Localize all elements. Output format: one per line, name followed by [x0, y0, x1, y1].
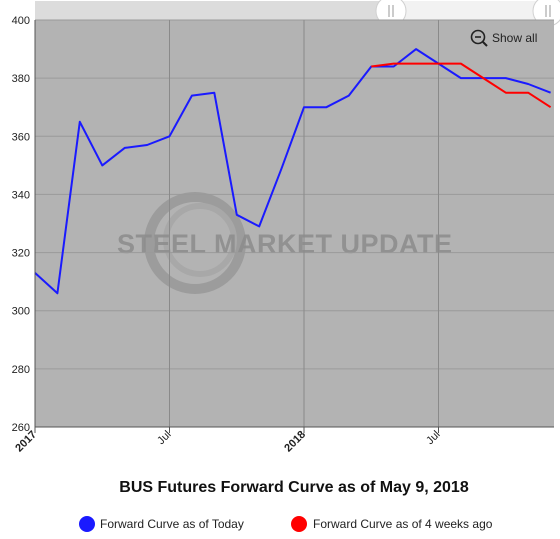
legend-marker [291, 516, 307, 532]
watermark-logo-ring [144, 192, 246, 294]
series-lines [34, 48, 552, 295]
x-tick-label: Jul [155, 429, 173, 447]
legend-label: Forward Curve as of Today [100, 517, 244, 531]
legend-label: Forward Curve as of 4 weeks ago [313, 517, 493, 531]
y-tick-label: 280 [12, 364, 30, 376]
chart-title: BUS Futures Forward Curve as of May 9, 2… [119, 479, 469, 496]
series-line-4-weeks-ago [371, 62, 552, 109]
zoom-out-icon [470, 29, 488, 47]
x-axis: 2017 Jul 2018 Jul [13, 426, 554, 454]
grid-lines [35, 19, 554, 427]
watermark: STEEL MARKET UPDATE [117, 192, 453, 294]
watermark-text: STEEL MARKET UPDATE [117, 229, 453, 259]
y-tick-label: 400 [12, 15, 30, 27]
zoom-handle [482, 41, 488, 47]
series-line-today [34, 48, 551, 295]
y-axis: 260 280 300 320 340 360 380 400 [12, 15, 36, 434]
y-tick-label: 300 [12, 306, 30, 318]
x-tick-label: Jul [424, 429, 442, 447]
y-tick-label: 360 [12, 131, 30, 143]
show-all-label: Show all [492, 31, 537, 45]
y-tick-label: 260 [12, 422, 30, 434]
navigator-scrollbar[interactable] [35, 0, 560, 27]
logo-ring-inner [163, 203, 237, 277]
legend: Forward Curve as of Today Forward Curve a… [79, 516, 493, 532]
show-all-button[interactable]: Show all [464, 26, 548, 50]
legend-marker [79, 516, 95, 532]
y-tick-label: 380 [12, 73, 30, 85]
legend-item[interactable]: Forward Curve as of Today [79, 516, 244, 532]
legend-item[interactable]: Forward Curve as of 4 weeks ago [291, 516, 493, 532]
plot-area [35, 20, 554, 427]
y-tick-label: 320 [12, 248, 30, 260]
scrollbar-unselected-range [392, 1, 560, 20]
y-tick-label: 340 [12, 189, 30, 201]
logo-ring-outer [144, 192, 246, 294]
zoom-lens [470, 29, 486, 45]
